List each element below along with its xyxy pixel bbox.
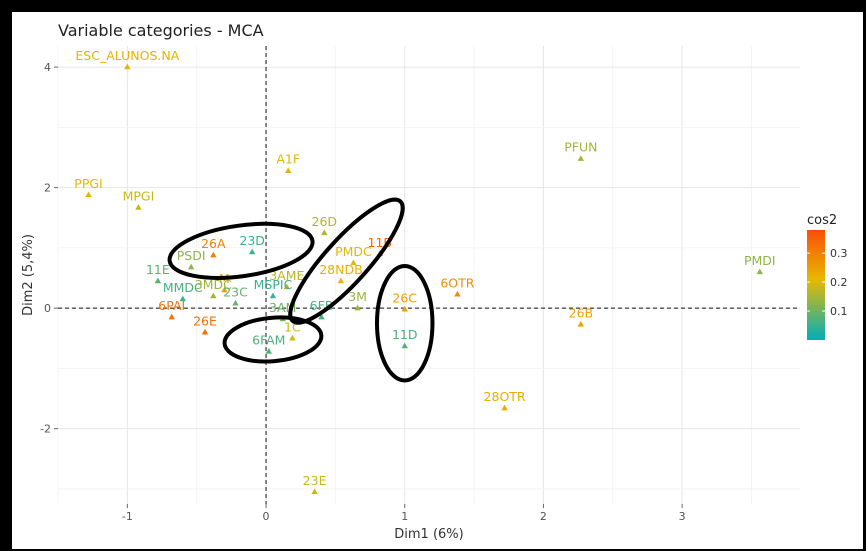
point-label: MMDC	[163, 280, 203, 295]
x-tick-label: 3	[679, 510, 686, 523]
x-axis-title: Dim1 (6%)	[394, 527, 463, 542]
chart-title: Variable categories - MCA	[58, 21, 264, 40]
point-label: 28NDB	[319, 262, 362, 277]
point-label: 6FAM	[252, 333, 285, 348]
point-marker	[401, 305, 408, 312]
point-label: A1F	[276, 152, 300, 167]
point-label: ESC_ALUNOS.NA	[75, 48, 179, 63]
point-marker	[210, 251, 217, 258]
point-marker	[232, 299, 239, 306]
point-marker	[248, 248, 256, 255]
x-tick-label: -1	[122, 510, 133, 523]
point-marker	[187, 263, 195, 270]
point-marker	[577, 320, 585, 327]
point-marker	[168, 313, 175, 320]
x-tick-label: 2	[540, 510, 547, 523]
point-marker	[221, 286, 228, 293]
point-marker	[285, 167, 292, 173]
point-label: PMDC	[335, 244, 372, 259]
point-label: 3M	[348, 289, 367, 304]
point-label: 26D	[312, 214, 338, 229]
y-tick-label: 2	[44, 182, 51, 195]
point-marker	[154, 277, 162, 284]
x-axis-ticks: -1 0 1 2 3	[122, 504, 686, 523]
annotation-ellipse	[288, 197, 405, 325]
point-label: 28OTR	[484, 389, 526, 404]
point-marker	[201, 328, 209, 335]
point-label: 23D	[239, 233, 265, 248]
y-tick-label: -2	[40, 423, 51, 436]
plot-panel	[58, 46, 800, 504]
point-marker	[179, 295, 187, 302]
point-marker	[350, 259, 357, 266]
point-marker	[124, 63, 131, 70]
point-marker	[265, 348, 273, 354]
legend-title: cos2	[807, 213, 837, 228]
point-label: PMDI	[744, 253, 776, 268]
point-label: PSDI	[177, 248, 206, 263]
y-axis-ticks: -2 0 2 4	[40, 61, 58, 436]
point-label: 23E	[303, 473, 327, 488]
point-marker	[269, 292, 277, 299]
point-label: 3MDC	[195, 277, 232, 292]
point-label: 26C	[392, 290, 417, 305]
point-label: PFUN	[564, 140, 597, 155]
point-marker	[85, 191, 92, 198]
point-label: MSPIC	[254, 277, 293, 292]
point-marker	[283, 283, 291, 290]
legend-ticks: 0.1 0.2 0.3	[807, 247, 848, 318]
point-marker	[401, 342, 408, 349]
point-marker	[289, 334, 296, 341]
y-axis-title: Dim2 (5,4%)	[21, 234, 36, 316]
point-marker	[577, 155, 585, 161]
point-label: 26A	[201, 236, 226, 251]
legend-tick-label: 0.3	[830, 247, 848, 260]
point-marker	[501, 404, 508, 411]
point-marker	[210, 292, 217, 299]
legend-tick-label: 0.2	[830, 276, 848, 289]
point-marker	[354, 304, 361, 311]
point-marker	[337, 277, 345, 284]
point-marker	[756, 268, 763, 275]
y-tick-label: 0	[44, 302, 51, 315]
x-tick-label: 0	[263, 510, 270, 523]
points-layer: ESC_ALUNOS.NA PPGI MPGI A1F PFUN PMDI 26D 26A 23…	[74, 48, 776, 495]
point-label: PPGI	[74, 176, 102, 191]
x-tick-label: 1	[401, 510, 408, 523]
point-label: 6OTR	[440, 275, 474, 290]
point-label: 11D	[392, 327, 418, 342]
point-label: 26E	[193, 313, 217, 328]
annotation-ellipse	[374, 263, 435, 383]
legend-colorbar	[807, 230, 825, 340]
point-label: 26B	[569, 305, 593, 320]
chart-frame: Variable categories - MCA ESC_ALUNOS.NA P…	[12, 12, 863, 549]
annotation-ellipses	[167, 197, 435, 383]
point-marker	[311, 488, 318, 495]
annotation-ellipse	[222, 315, 324, 364]
mca-scatter-chart: Variable categories - MCA ESC_ALUNOS.NA P…	[21, 21, 848, 542]
point-marker	[318, 313, 325, 320]
point-label: 23C	[223, 284, 248, 299]
annotation-ellipse	[167, 221, 315, 280]
point-label: 11E	[146, 262, 170, 277]
point-label: MPGI	[123, 189, 155, 204]
y-tick-label: 4	[44, 61, 51, 74]
point-marker	[321, 229, 328, 236]
point-label: 3AME	[269, 268, 304, 283]
point-marker	[454, 290, 461, 297]
point-marker	[135, 204, 142, 210]
point-label: 6PAI	[158, 298, 185, 313]
legend: cos2 0.1 0.2 0.3	[807, 213, 848, 340]
reference-lines	[58, 46, 800, 504]
legend-tick-label: 0.1	[830, 305, 848, 318]
